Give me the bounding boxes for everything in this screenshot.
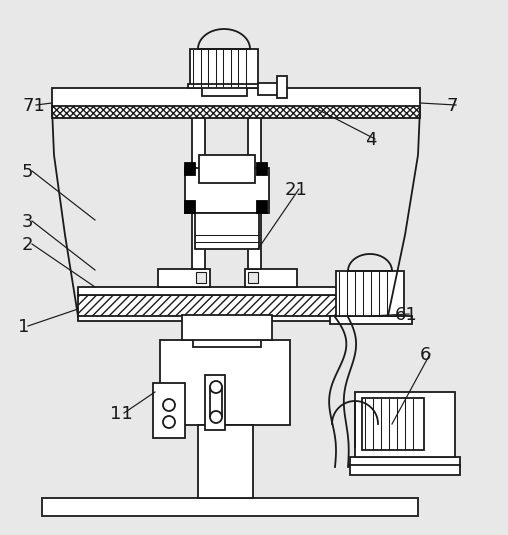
Bar: [205, 375, 225, 430]
Bar: [185, 168, 269, 213]
Bar: [210, 387, 222, 417]
Bar: [78, 287, 388, 295]
Bar: [78, 295, 388, 317]
Bar: [153, 383, 185, 438]
Circle shape: [210, 381, 222, 393]
Bar: [350, 465, 460, 475]
Text: 5: 5: [22, 163, 34, 181]
Bar: [188, 84, 260, 88]
Bar: [78, 316, 388, 321]
Text: 6: 6: [420, 346, 431, 364]
Bar: [248, 101, 261, 269]
Bar: [193, 337, 261, 347]
Bar: [198, 425, 253, 498]
Bar: [330, 316, 412, 324]
Bar: [336, 271, 404, 316]
Bar: [245, 269, 297, 287]
Bar: [199, 155, 255, 183]
Text: 21: 21: [285, 181, 308, 199]
Bar: [362, 398, 424, 450]
Text: 61: 61: [395, 306, 418, 324]
Bar: [185, 163, 195, 175]
Bar: [182, 315, 272, 340]
Circle shape: [210, 411, 222, 423]
Bar: [192, 101, 205, 269]
Bar: [355, 392, 455, 457]
Bar: [202, 86, 247, 96]
Bar: [42, 498, 418, 516]
Bar: [257, 201, 267, 213]
Bar: [52, 106, 420, 118]
Text: 11: 11: [110, 405, 133, 423]
Circle shape: [163, 416, 175, 428]
Bar: [258, 83, 278, 95]
Text: 1: 1: [18, 318, 29, 336]
Text: 3: 3: [22, 213, 34, 231]
Text: 71: 71: [22, 97, 45, 115]
Circle shape: [163, 399, 175, 411]
Bar: [195, 213, 259, 249]
Bar: [257, 163, 267, 175]
Bar: [160, 340, 290, 425]
Bar: [190, 49, 258, 87]
Text: 2: 2: [22, 236, 34, 254]
Bar: [185, 201, 195, 213]
Bar: [277, 76, 287, 98]
Bar: [52, 88, 420, 108]
Bar: [158, 269, 210, 287]
Bar: [248, 272, 258, 283]
Bar: [196, 272, 206, 283]
Text: 7: 7: [446, 97, 458, 115]
Bar: [350, 457, 460, 467]
Text: 4: 4: [365, 131, 376, 149]
